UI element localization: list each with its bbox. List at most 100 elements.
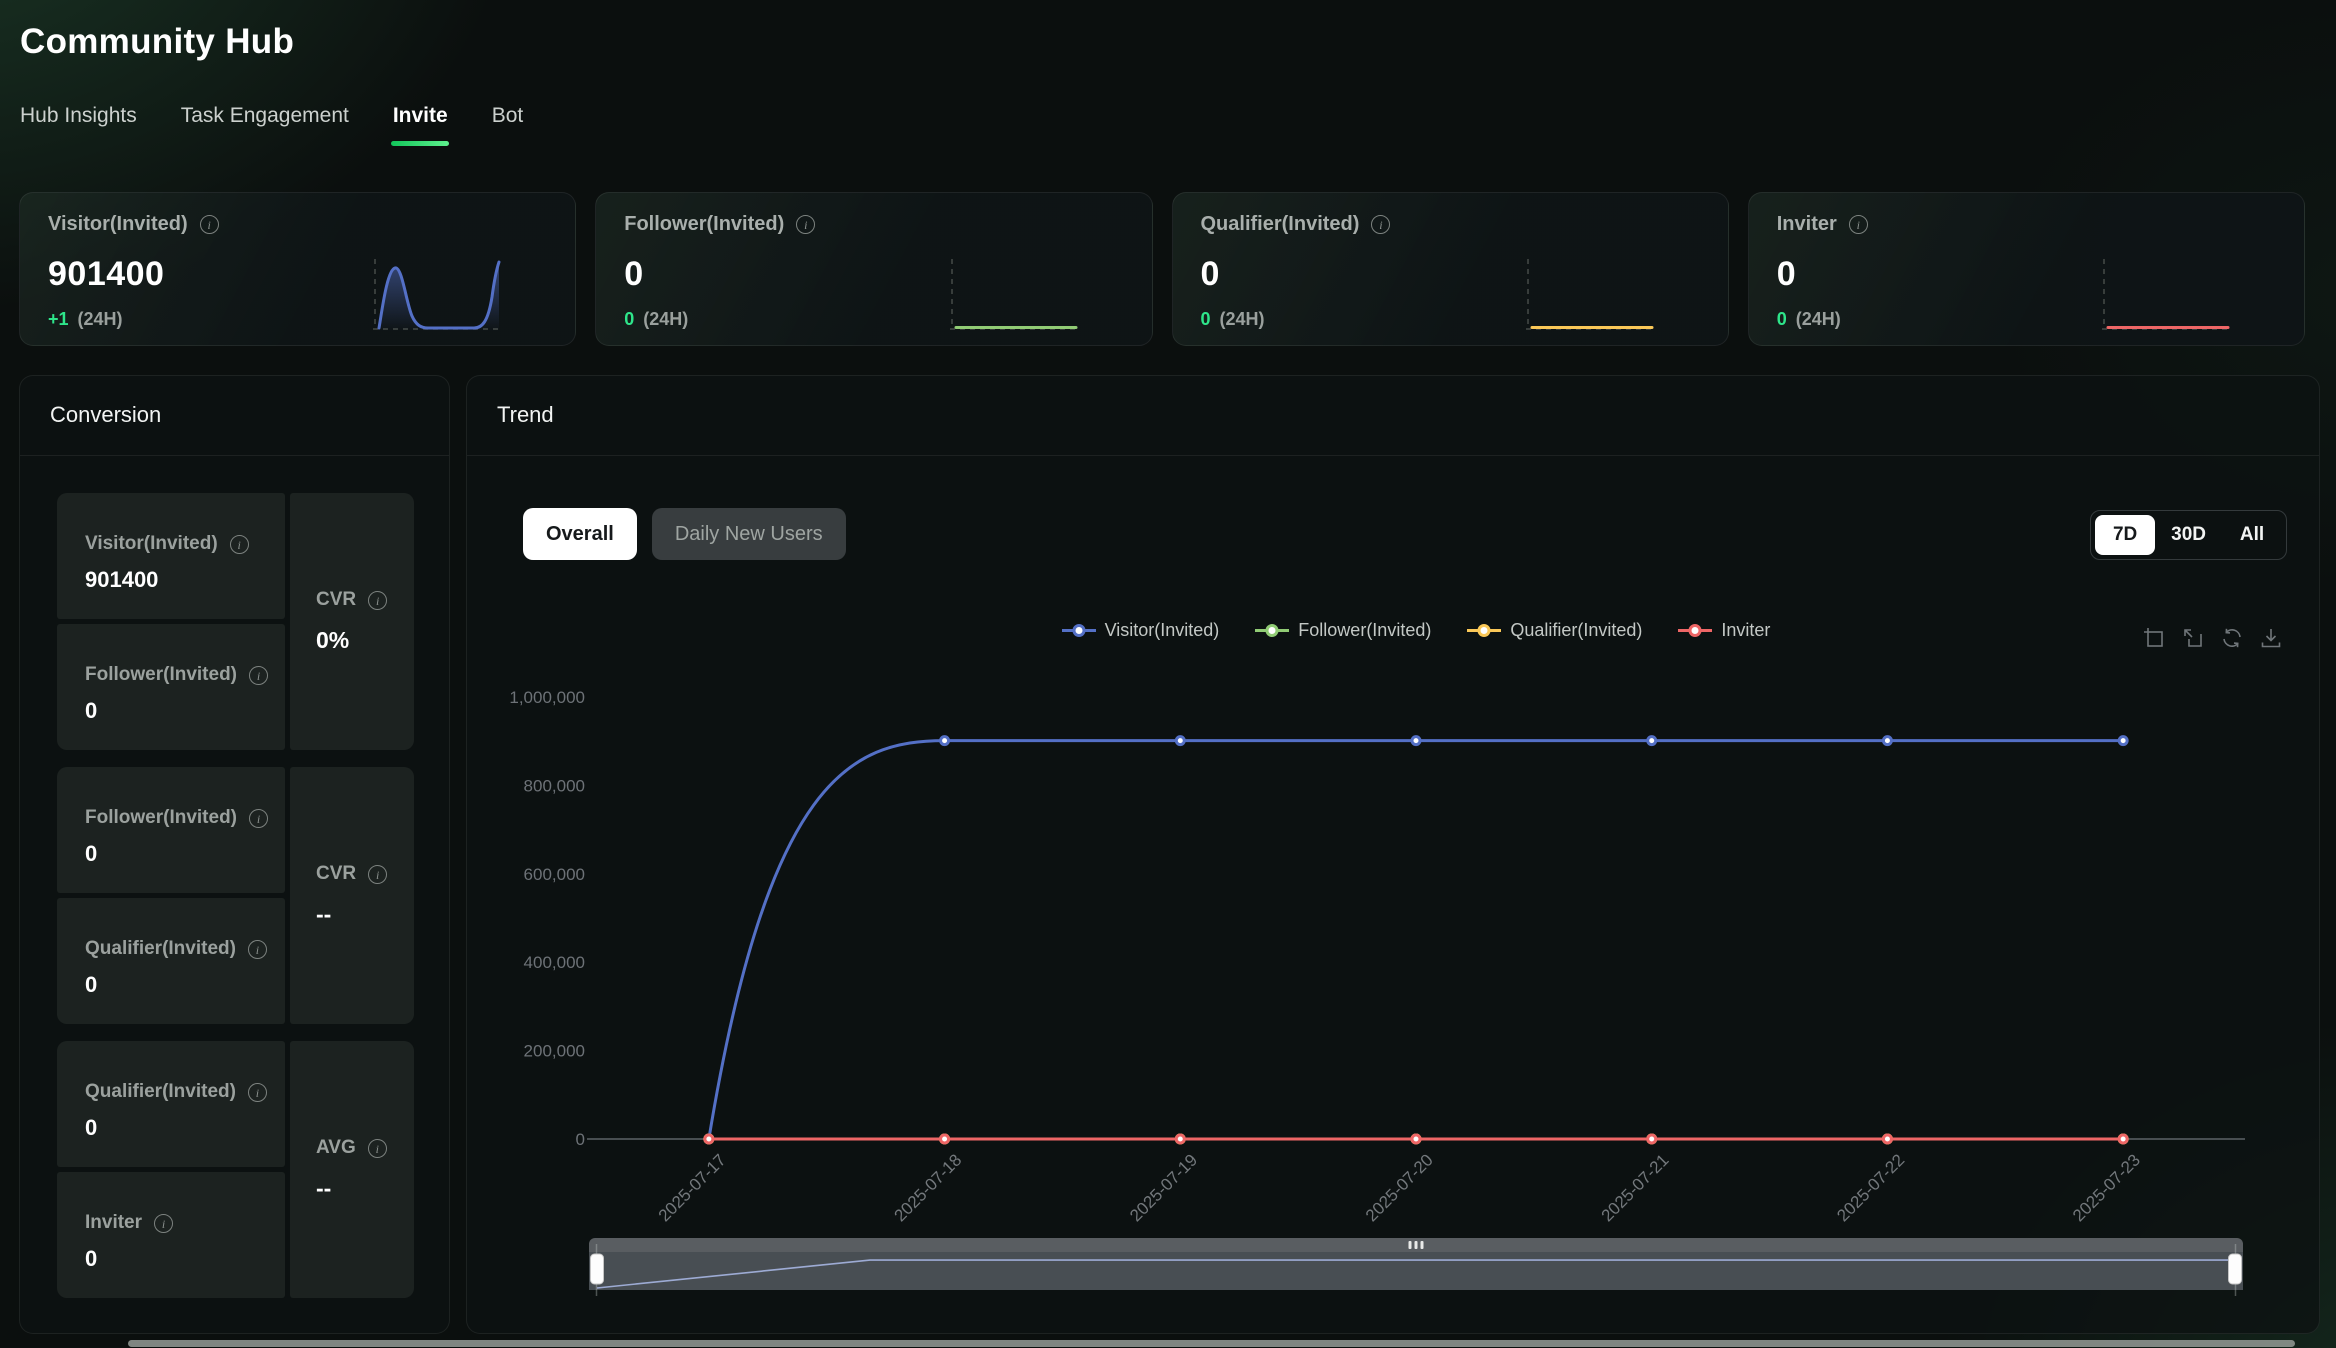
download-icon[interactable] <box>2259 626 2283 655</box>
info-icon[interactable]: i <box>154 1213 174 1233</box>
funnel-ratio-value: -- <box>316 901 332 927</box>
tab-invite[interactable]: Invite <box>393 104 448 146</box>
legend-marker <box>1061 624 1096 637</box>
funnel-step-value: 0 <box>85 841 98 866</box>
legend-item-qualifier-invited-[interactable]: Qualifier(Invited) <box>1467 620 1642 641</box>
svg-text:800,000: 800,000 <box>524 776 585 795</box>
stat-card-follower-invited-: Follower(Invited) i 0 0 (24H) <box>595 192 1153 346</box>
funnel-ratio-value: -- <box>316 1175 332 1201</box>
info-icon[interactable]: i <box>249 665 268 685</box>
trend-title: Trend <box>467 376 2319 456</box>
tab-task-engagement[interactable]: Task Engagement <box>180 104 349 127</box>
stat-card-delta: 0 <box>624 309 635 329</box>
funnel-group: Visitor(Invited) i 901400 Follower(Invited)… <box>57 493 414 750</box>
svg-text:2025-07-19: 2025-07-19 <box>1126 1150 1201 1225</box>
info-icon[interactable]: i <box>199 215 219 234</box>
funnel-step-label: Follower(Invited) <box>85 664 237 685</box>
box-zoom-icon[interactable] <box>2142 626 2166 655</box>
legend-label: Inviter <box>1721 620 1771 640</box>
funnel-step-follower-invited-: Follower(Invited) i 0 <box>57 767 285 893</box>
stat-card-value: 0 <box>1776 255 1797 293</box>
info-icon[interactable]: i <box>367 1138 387 1158</box>
funnel-step-label: Qualifier(Invited) <box>85 1081 236 1102</box>
tab-bar: Hub Insights Task Engagement Invite Bot <box>20 104 523 146</box>
legend-item-follower-invited-[interactable]: Follower(Invited) <box>1255 620 1431 641</box>
svg-text:2025-07-21: 2025-07-21 <box>1598 1150 1673 1225</box>
svg-text:2025-07-22: 2025-07-22 <box>1833 1150 1908 1225</box>
conversion-title: Conversion <box>20 376 449 456</box>
funnel-step-value: 0 <box>85 1115 98 1140</box>
restore-icon[interactable] <box>2220 626 2244 655</box>
funnel-ratio-avg: AVG i -- <box>290 1041 414 1298</box>
funnel-step-inviter: Inviter i 0 <box>57 1172 285 1298</box>
funnel-ratio-label: CVR <box>316 589 357 610</box>
info-icon[interactable]: i <box>1371 215 1391 234</box>
stat-card-value: 0 <box>624 255 644 293</box>
funnel-ratio-cvr: CVR i 0% <box>290 493 414 750</box>
funnel-ratio-label: CVR <box>316 863 357 884</box>
info-icon[interactable]: i <box>368 590 388 610</box>
datazoom-slider[interactable] <box>589 1238 2243 1298</box>
svg-text:2025-07-18: 2025-07-18 <box>890 1150 965 1225</box>
stat-card-sparkline <box>1525 259 1654 330</box>
stat-card-visitor-invited-: Visitor(Invited) i 901400 +1 (24H) <box>19 192 577 346</box>
tab-hub-insights[interactable]: Hub Insights <box>20 104 137 127</box>
stat-card-delta: +1 <box>48 309 69 329</box>
date-range-toggle: 7D 30D All <box>2090 510 2287 560</box>
datazoom-handle-left[interactable] <box>590 1253 604 1285</box>
range-button-30d[interactable]: 30D <box>2157 515 2220 555</box>
funnel-ratio-label: AVG <box>316 1137 356 1158</box>
info-icon[interactable]: i <box>249 808 268 828</box>
funnel-group: Qualifier(Invited) i 0 Inviter i 0 AVG i -- <box>57 1041 414 1298</box>
chart-mode-toggle: Overall Daily New Users <box>523 508 846 560</box>
conversion-panel: Conversion Visitor(Invited) i 901400 Follow… <box>19 375 450 1334</box>
legend-item-visitor-invited-[interactable]: Visitor(Invited) <box>1061 620 1220 641</box>
datazoom-grip[interactable] <box>1408 1241 1412 1249</box>
funnel-step-visitor-invited-: Visitor(Invited) i 901400 <box>57 493 285 619</box>
datazoom-grip[interactable] <box>1420 1241 1424 1249</box>
legend-label: Follower(Invited) <box>1298 620 1432 640</box>
funnel-step-label: Follower(Invited) <box>85 807 237 828</box>
svg-text:2025-07-23: 2025-07-23 <box>2069 1150 2144 1225</box>
legend-marker <box>1678 624 1713 637</box>
info-icon[interactable]: i <box>247 939 267 959</box>
info-icon[interactable]: i <box>1848 215 1868 234</box>
mode-button-overall[interactable]: Overall <box>523 508 637 560</box>
range-button-7d[interactable]: 7D <box>2095 515 2156 555</box>
funnel-step-label: Visitor(Invited) <box>85 533 218 554</box>
stat-card-label: Qualifier(Invited) <box>1200 213 1360 235</box>
conversion-funnel: Visitor(Invited) i 901400 Follower(Invited)… <box>20 456 449 1298</box>
legend-item-inviter[interactable]: Inviter <box>1678 620 1770 641</box>
info-icon[interactable]: i <box>229 534 249 554</box>
info-icon[interactable]: i <box>247 1082 267 1102</box>
horizontal-scrollbar[interactable] <box>128 1340 2295 1347</box>
funnel-group: Follower(Invited) i 0 Qualifier(Invited) i 0 C… <box>57 767 414 1024</box>
funnel-step-label: Qualifier(Invited) <box>85 938 236 959</box>
stat-card-period: (24H) <box>1219 309 1265 329</box>
stat-card-qualifier-invited-: Qualifier(Invited) i 0 0 (24H) <box>1171 192 1729 346</box>
funnel-step-label: Inviter <box>85 1212 143 1233</box>
info-icon[interactable]: i <box>368 864 388 884</box>
trend-body: Overall Daily New Users 7D 30D All Visitor(… <box>467 456 2319 1335</box>
datazoom-handle-right[interactable] <box>2228 1253 2242 1285</box>
funnel-step-value: 901400 <box>85 567 159 592</box>
zoom-revert-icon[interactable] <box>2181 626 2205 655</box>
legend-marker <box>1467 624 1502 637</box>
legend-label: Qualifier(Invited) <box>1510 620 1643 640</box>
legend-label: Visitor(Invited) <box>1104 620 1220 640</box>
stat-card-period: (24H) <box>77 309 123 329</box>
stat-card-period: (24H) <box>643 309 689 329</box>
stat-card-delta: 0 <box>1776 309 1787 329</box>
mode-button-daily-new-users[interactable]: Daily New Users <box>651 508 846 560</box>
info-icon[interactable]: i <box>796 215 816 234</box>
datazoom-grip[interactable] <box>1414 1241 1418 1249</box>
stat-card-inviter: Inviter i 0 0 (24H) <box>1747 192 2305 346</box>
range-button-all[interactable]: All <box>2222 515 2282 555</box>
svg-text:2025-07-20: 2025-07-20 <box>1362 1150 1437 1225</box>
svg-text:200,000: 200,000 <box>524 1042 585 1061</box>
stat-card-sparkline <box>373 259 502 331</box>
stat-card-label: Inviter <box>1776 213 1837 235</box>
funnel-step-value: 0 <box>85 698 98 723</box>
tab-bot[interactable]: Bot <box>491 104 524 127</box>
